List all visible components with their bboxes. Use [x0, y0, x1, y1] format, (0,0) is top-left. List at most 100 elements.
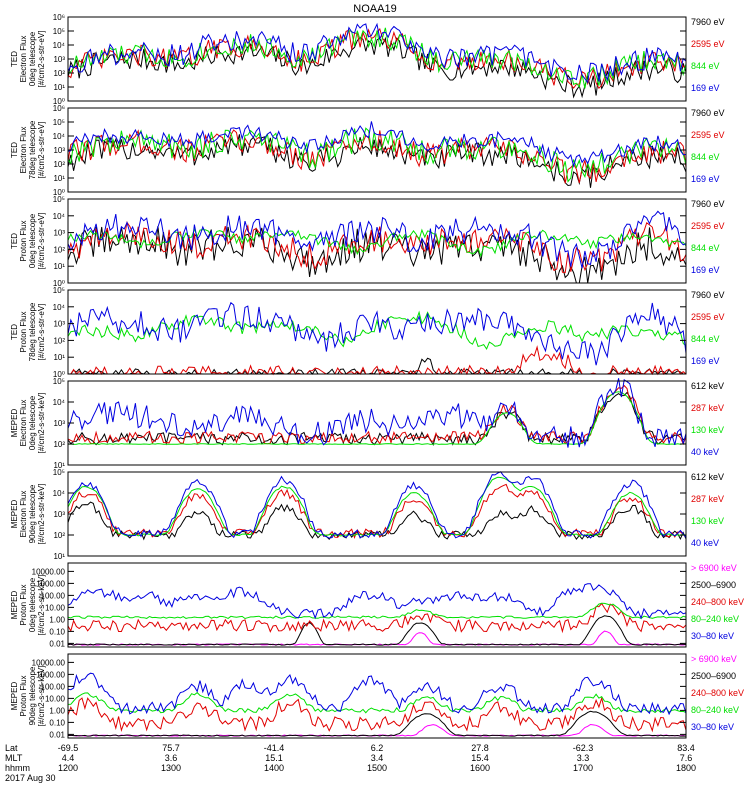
y-tick-label: 10¹ [53, 353, 65, 362]
y-axis-label-line: MEPED [10, 682, 19, 711]
x-tick-label: 1500 [367, 763, 387, 773]
y-tick-label: 10⁶ [53, 104, 65, 113]
y-axis-label-line: Proton Flux [19, 312, 28, 353]
y-tick-label: 10⁴ [53, 132, 66, 141]
y-axis-label-line: TED [10, 142, 19, 158]
panel-3: 7960 eV 2595 eV 844 eV 169 eV 10⁰ 10¹ 10² 10³ 10… [10, 195, 725, 288]
y-tick-label: 0.01 [49, 639, 65, 648]
y-axis-label: TEDProton Flux0deg telescope[#/cm2-s-str… [10, 213, 46, 270]
y-tick-label: 10¹ [53, 262, 65, 271]
panel-7: > 6900 keV 2500–6900 240–800 keV 80–240 keV… [10, 562, 744, 648]
series-line-3 [67, 127, 687, 183]
y-axis-label-line: 0deg telescope [28, 577, 37, 632]
x-tick-label: 15.4 [471, 753, 489, 763]
x-tick-label: 3.3 [577, 753, 590, 763]
y-axis-label-line: 78deg telescope [28, 120, 37, 179]
y-tick-label: 10³ [53, 510, 65, 519]
series-line-1 [68, 723, 687, 737]
series-line-4 [67, 121, 686, 168]
legend-entry: 2595 eV [691, 39, 725, 49]
x-tick-label: 1200 [58, 763, 78, 773]
panel-frame [67, 562, 687, 648]
series-line-4 [67, 691, 687, 714]
legend-entry: 844 eV [691, 61, 720, 71]
y-axis-label-line: [#/cm2-s-str-eV] [37, 122, 46, 179]
y-tick-label: 10⁰ [53, 370, 65, 379]
series-line-2 [67, 710, 687, 737]
y-tick-label: 10³ [53, 146, 65, 155]
y-tick-label: 10⁵ [53, 118, 65, 127]
legend-entry: > 6900 keV [691, 563, 737, 573]
y-tick-label: 10⁴ [53, 489, 66, 498]
x-tick-label: -69.5 [58, 743, 79, 753]
x-tick-label: -62.3 [573, 743, 594, 753]
x-tick-label: 83.4 [677, 743, 695, 753]
panel-8: > 6900 keV 2500–6900 240–800 keV 80–240 keV… [10, 653, 744, 739]
series-line-5 [67, 583, 687, 620]
legend-entry: 30–80 keV [691, 722, 734, 732]
series-line-3 [67, 27, 687, 89]
y-tick-label: 0.10 [49, 627, 65, 636]
y-tick-label: 10² [53, 336, 65, 345]
legend-entry: 169 eV [691, 356, 720, 366]
y-axis-label: TEDElectron Flux0deg telescope[#/cm2-s-s… [10, 31, 46, 88]
y-axis-label-line: TED [10, 324, 19, 340]
legend-entry: 844 eV [691, 243, 720, 253]
series-line-3 [67, 310, 687, 350]
y-tick-label: 10⁵ [53, 27, 65, 36]
y-tick-label: 10³ [53, 320, 65, 329]
y-tick-label: 10⁰ [53, 97, 65, 106]
panel-frame [67, 289, 687, 375]
x-tick-label: 3.6 [165, 753, 178, 763]
y-axis-label-line: Electron Flux [19, 36, 28, 83]
y-tick-label: 10² [53, 160, 65, 169]
y-axis-label: MEPEDProton Flux0deg telescope[#/cm2-s-s… [10, 575, 46, 636]
panel-4: 7960 eV 2595 eV 844 eV 169 eV 10⁰ 10¹ 10² 10³ 10… [10, 286, 725, 379]
legend-entry: 80–240 keV [691, 614, 739, 624]
legend-entry: 612 keV [691, 381, 724, 391]
series-line-3 [67, 476, 687, 537]
y-tick-label: 10⁴ [53, 212, 66, 221]
x-tick-label: 4.4 [62, 753, 75, 763]
series-line-1 [67, 501, 687, 541]
series-line-1 [67, 630, 687, 646]
legend-entry: 169 eV [691, 83, 720, 93]
y-tick-label: 10⁵ [53, 286, 65, 295]
y-axis-label-line: MEPED [10, 591, 19, 620]
y-tick-label: 10¹ [53, 174, 65, 183]
y-axis-label-line: 90deg telescope [28, 484, 37, 543]
panel-2: 7960 eV 2595 eV 844 eV 169 eV 10⁰ 10¹ 10² 10³ 10… [10, 104, 725, 197]
y-axis-label-line: 0deg telescope [28, 395, 37, 450]
x-tick-label: 1600 [470, 763, 490, 773]
legend-entry: 844 eV [691, 152, 720, 162]
y-axis-label-line: Electron Flux [19, 127, 28, 174]
panel-6: 612 keV 287 keV 130 keV 40 keV 10¹ 10² 10³ 10⁴ 1… [10, 468, 724, 561]
y-tick-label: 10⁴ [53, 41, 66, 50]
series-line-4 [67, 22, 687, 84]
y-axis-label-line: [#/cm2-s-str-eV] [37, 213, 46, 270]
x-tick-label: 7.6 [680, 753, 693, 763]
y-tick-label: 10¹ [53, 461, 65, 470]
y-axis-label-line: [#/cm2-s-str-eV] [37, 304, 46, 361]
y-tick-label: 0.01 [49, 730, 65, 739]
legend-entry: 7960 eV [691, 17, 725, 27]
legend-entry: 2595 eV [691, 312, 725, 322]
y-tick-label: 10⁰ [53, 188, 65, 197]
x-tick-label: 1300 [161, 763, 181, 773]
y-axis-label-line: 90deg telescope [28, 666, 37, 725]
x-tick-label: 1400 [264, 763, 284, 773]
series-line-4 [67, 210, 687, 269]
series-line-3 [67, 602, 687, 634]
legend-entry: 169 eV [691, 174, 720, 184]
y-axis-label-line: TED [10, 51, 19, 67]
series-line-2 [67, 615, 687, 646]
series-line-1 [67, 225, 687, 284]
y-axis-label-line: Proton Flux [19, 221, 28, 262]
x-row-label: MLT [5, 753, 23, 763]
y-axis-label-line: [#/cm2-s-str-keV] [37, 484, 46, 545]
y-tick-label: 10² [53, 531, 65, 540]
y-tick-label: 10⁰ [53, 279, 65, 288]
legend-entry: 2595 eV [691, 221, 725, 231]
y-axis-label: MEPEDElectron Flux0deg telescope[#/cm2-s… [10, 393, 46, 454]
y-axis-label-line: [#/cm2-s-str-keV] [37, 393, 46, 454]
